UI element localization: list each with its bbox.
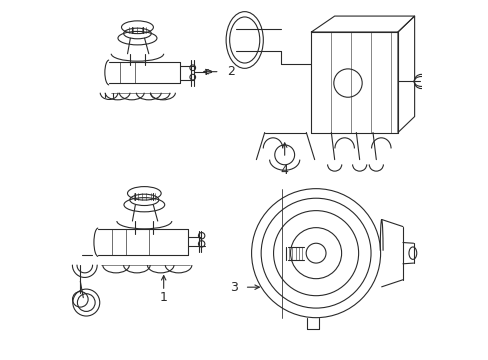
Text: 2: 2 <box>226 65 234 78</box>
Text: 3: 3 <box>229 281 237 294</box>
Text: 4: 4 <box>280 165 288 177</box>
Text: 1: 1 <box>160 291 167 304</box>
